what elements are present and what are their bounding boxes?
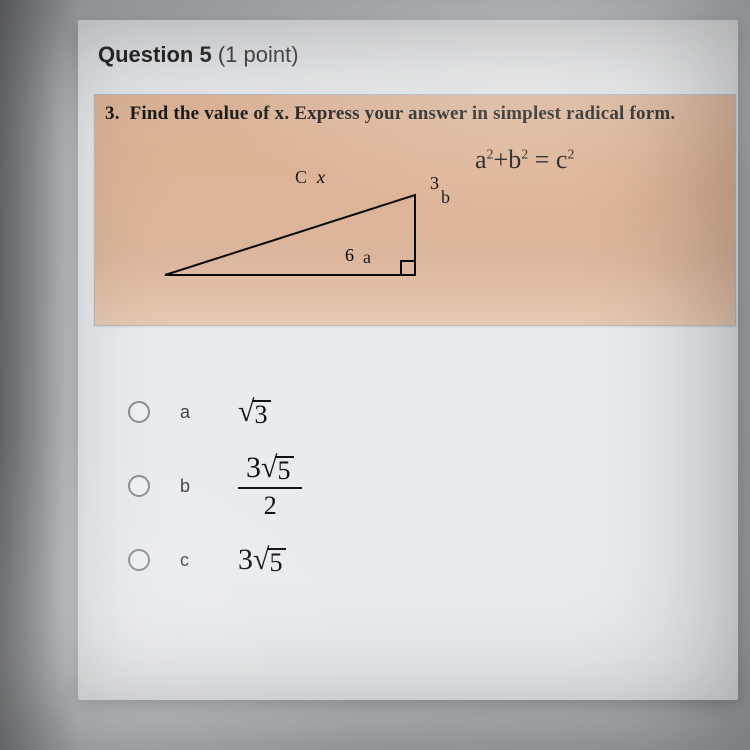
pythagorean-formula: a2+b2 = c2 [475, 145, 574, 175]
sqrt-icon: √ 5 [253, 545, 286, 575]
f-b: b [508, 145, 521, 174]
triangle-diagram [155, 155, 465, 295]
radio-c[interactable] [128, 549, 150, 571]
option-b-math: 3 √ 5 2 [238, 453, 302, 519]
label-height-letter: b [441, 187, 450, 208]
f-c: c [556, 145, 568, 174]
question-header: Question 5 (1 point) [98, 42, 299, 68]
sqrt-icon: √ 3 [238, 397, 271, 427]
option-c-math: 3 √ 5 [238, 543, 286, 577]
f-b-exp: 2 [521, 147, 528, 162]
problem-text: Find the value of x. Express your answer… [130, 103, 676, 124]
photo-frame: Question 5 (1 point) 3. Find the value o… [0, 0, 750, 750]
triangle-svg [155, 155, 465, 295]
option-c-key: c [180, 550, 208, 571]
radio-a[interactable] [128, 401, 150, 423]
problem-image: 3. Find the value of x. Express your ans… [94, 94, 736, 326]
option-a-key: a [180, 402, 208, 423]
label-hyp-letter: C [295, 167, 307, 188]
option-b-coef: 3 [246, 453, 261, 483]
option-a-math: √ 3 [238, 397, 271, 427]
option-b[interactable]: b 3 √ 5 2 [128, 444, 628, 528]
quiz-page: Question 5 (1 point) 3. Find the value o… [78, 20, 738, 700]
label-base-val: 6 [345, 245, 354, 266]
option-c-radicand: 5 [267, 548, 286, 576]
option-c-coef: 3 [238, 543, 253, 577]
label-hyp-var: x [317, 167, 325, 188]
f-a: a [475, 145, 487, 174]
option-b-radicand: 5 [275, 456, 294, 484]
problem-prompt: 3. Find the value of x. Express your ans… [105, 103, 675, 125]
f-c-exp: 2 [567, 147, 574, 162]
problem-number: 3. [105, 103, 120, 124]
question-label: Question [98, 42, 199, 67]
f-eq: = [535, 145, 550, 174]
question-number: 5 [199, 42, 211, 67]
option-c[interactable]: c 3 √ 5 [128, 528, 628, 592]
answer-list: a √ 3 b 3 √ [128, 380, 628, 592]
fraction: 3 √ 5 2 [238, 453, 302, 519]
label-base-letter: a [363, 247, 371, 268]
option-a[interactable]: a √ 3 [128, 380, 628, 444]
option-a-radicand: 3 [252, 400, 271, 428]
question-points: (1 point) [212, 42, 299, 67]
label-height-val: 3 [430, 173, 439, 194]
fraction-numerator: 3 √ 5 [238, 453, 302, 489]
fraction-denominator: 2 [264, 489, 277, 519]
left-shadow [0, 0, 78, 750]
sqrt-icon: √ 5 [261, 453, 294, 483]
f-a-exp: 2 [487, 147, 494, 162]
f-plus: + [494, 145, 509, 174]
radio-b[interactable] [128, 475, 150, 497]
option-b-key: b [180, 476, 208, 497]
